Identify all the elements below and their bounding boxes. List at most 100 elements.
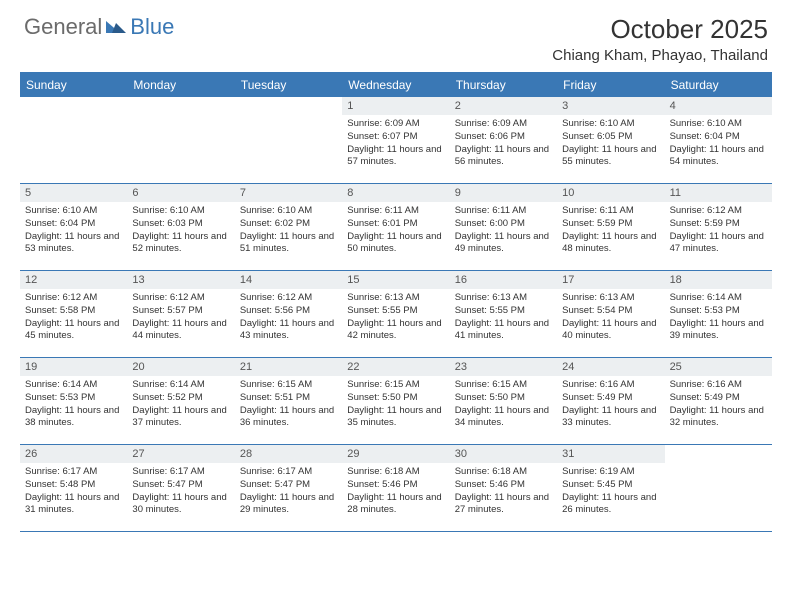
cell-body: Sunrise: 6:10 AMSunset: 6:05 PMDaylight:… (557, 115, 664, 173)
day-header-wednesday: Wednesday (342, 74, 449, 97)
calendar-cell: 27Sunrise: 6:17 AMSunset: 5:47 PMDayligh… (127, 445, 234, 531)
day-header-sunday: Sunday (20, 74, 127, 97)
sunrise-text: Sunrise: 6:17 AM (25, 466, 122, 479)
cell-body: Sunrise: 6:14 AMSunset: 5:52 PMDaylight:… (127, 376, 234, 434)
cell-date: 13 (127, 271, 234, 289)
calendar-cell: 23Sunrise: 6:15 AMSunset: 5:50 PMDayligh… (450, 358, 557, 444)
calendar-cell: 28Sunrise: 6:17 AMSunset: 5:47 PMDayligh… (235, 445, 342, 531)
calendar-cell: 12Sunrise: 6:12 AMSunset: 5:58 PMDayligh… (20, 271, 127, 357)
daylight-text: Daylight: 11 hours and 36 minutes. (240, 405, 337, 431)
cell-date: 16 (450, 271, 557, 289)
sunset-text: Sunset: 5:53 PM (25, 392, 122, 405)
sunrise-text: Sunrise: 6:10 AM (562, 118, 659, 131)
calendar-cell: 4Sunrise: 6:10 AMSunset: 6:04 PMDaylight… (665, 97, 772, 183)
cell-body: Sunrise: 6:19 AMSunset: 5:45 PMDaylight:… (557, 463, 664, 521)
cell-date: 12 (20, 271, 127, 289)
calendar-cell: 10Sunrise: 6:11 AMSunset: 5:59 PMDayligh… (557, 184, 664, 270)
logo-text-blue: Blue (130, 14, 174, 40)
cell-date: 27 (127, 445, 234, 463)
cell-date: 5 (20, 184, 127, 202)
calendar-cell: 25Sunrise: 6:16 AMSunset: 5:49 PMDayligh… (665, 358, 772, 444)
day-header-friday: Friday (557, 74, 664, 97)
cell-date: 25 (665, 358, 772, 376)
sunrise-text: Sunrise: 6:12 AM (132, 292, 229, 305)
calendar-cell: 24Sunrise: 6:16 AMSunset: 5:49 PMDayligh… (557, 358, 664, 444)
cell-date: 8 (342, 184, 449, 202)
sunrise-text: Sunrise: 6:11 AM (562, 205, 659, 218)
cell-date: 18 (665, 271, 772, 289)
cell-body: Sunrise: 6:09 AMSunset: 6:07 PMDaylight:… (342, 115, 449, 173)
cell-date: 30 (450, 445, 557, 463)
calendar-cell: 19Sunrise: 6:14 AMSunset: 5:53 PMDayligh… (20, 358, 127, 444)
calendar-cell: 2Sunrise: 6:09 AMSunset: 6:06 PMDaylight… (450, 97, 557, 183)
sunset-text: Sunset: 5:52 PM (132, 392, 229, 405)
sunrise-text: Sunrise: 6:14 AM (132, 379, 229, 392)
calendar-cell: 18Sunrise: 6:14 AMSunset: 5:53 PMDayligh… (665, 271, 772, 357)
cell-body: Sunrise: 6:12 AMSunset: 5:58 PMDaylight:… (20, 289, 127, 347)
daylight-text: Daylight: 11 hours and 55 minutes. (562, 144, 659, 170)
cell-body: Sunrise: 6:13 AMSunset: 5:55 PMDaylight:… (450, 289, 557, 347)
daylight-text: Daylight: 11 hours and 45 minutes. (25, 318, 122, 344)
calendar-cell (127, 97, 234, 183)
weeks-container: 1Sunrise: 6:09 AMSunset: 6:07 PMDaylight… (20, 97, 772, 532)
sunrise-text: Sunrise: 6:14 AM (25, 379, 122, 392)
sunrise-text: Sunrise: 6:16 AM (670, 379, 767, 392)
cell-date: 28 (235, 445, 342, 463)
sunset-text: Sunset: 5:57 PM (132, 305, 229, 318)
daylight-text: Daylight: 11 hours and 41 minutes. (455, 318, 552, 344)
sunset-text: Sunset: 5:50 PM (455, 392, 552, 405)
sunrise-text: Sunrise: 6:09 AM (347, 118, 444, 131)
cell-date: 6 (127, 184, 234, 202)
day-header-saturday: Saturday (665, 74, 772, 97)
day-header-row: Sunday Monday Tuesday Wednesday Thursday… (20, 74, 772, 97)
sunrise-text: Sunrise: 6:10 AM (240, 205, 337, 218)
sunset-text: Sunset: 5:54 PM (562, 305, 659, 318)
sunrise-text: Sunrise: 6:13 AM (455, 292, 552, 305)
calendar-cell: 15Sunrise: 6:13 AMSunset: 5:55 PMDayligh… (342, 271, 449, 357)
calendar-cell: 8Sunrise: 6:11 AMSunset: 6:01 PMDaylight… (342, 184, 449, 270)
cell-body: Sunrise: 6:17 AMSunset: 5:48 PMDaylight:… (20, 463, 127, 521)
week-row: 12Sunrise: 6:12 AMSunset: 5:58 PMDayligh… (20, 271, 772, 358)
cell-body: Sunrise: 6:15 AMSunset: 5:51 PMDaylight:… (235, 376, 342, 434)
week-row: 26Sunrise: 6:17 AMSunset: 5:48 PMDayligh… (20, 445, 772, 532)
cell-date: 23 (450, 358, 557, 376)
sunrise-text: Sunrise: 6:10 AM (670, 118, 767, 131)
sunset-text: Sunset: 6:05 PM (562, 131, 659, 144)
cell-date: 19 (20, 358, 127, 376)
sunset-text: Sunset: 5:47 PM (132, 479, 229, 492)
cell-date: 29 (342, 445, 449, 463)
daylight-text: Daylight: 11 hours and 27 minutes. (455, 492, 552, 518)
cell-date: 20 (127, 358, 234, 376)
sunrise-text: Sunrise: 6:12 AM (240, 292, 337, 305)
calendar-cell: 30Sunrise: 6:18 AMSunset: 5:46 PMDayligh… (450, 445, 557, 531)
daylight-text: Daylight: 11 hours and 39 minutes. (670, 318, 767, 344)
daylight-text: Daylight: 11 hours and 35 minutes. (347, 405, 444, 431)
cell-date: 21 (235, 358, 342, 376)
sunrise-text: Sunrise: 6:12 AM (25, 292, 122, 305)
sunrise-text: Sunrise: 6:15 AM (240, 379, 337, 392)
cell-date: 22 (342, 358, 449, 376)
daylight-text: Daylight: 11 hours and 53 minutes. (25, 231, 122, 257)
sunrise-text: Sunrise: 6:11 AM (347, 205, 444, 218)
cell-body: Sunrise: 6:10 AMSunset: 6:03 PMDaylight:… (127, 202, 234, 260)
daylight-text: Daylight: 11 hours and 29 minutes. (240, 492, 337, 518)
sunrise-text: Sunrise: 6:09 AM (455, 118, 552, 131)
sunset-text: Sunset: 5:50 PM (347, 392, 444, 405)
cell-body: Sunrise: 6:11 AMSunset: 5:59 PMDaylight:… (557, 202, 664, 260)
daylight-text: Daylight: 11 hours and 54 minutes. (670, 144, 767, 170)
sunset-text: Sunset: 6:01 PM (347, 218, 444, 231)
sunrise-text: Sunrise: 6:18 AM (347, 466, 444, 479)
calendar: Sunday Monday Tuesday Wednesday Thursday… (20, 72, 772, 532)
calendar-cell: 5Sunrise: 6:10 AMSunset: 6:04 PMDaylight… (20, 184, 127, 270)
daylight-text: Daylight: 11 hours and 31 minutes. (25, 492, 122, 518)
daylight-text: Daylight: 11 hours and 42 minutes. (347, 318, 444, 344)
sunrise-text: Sunrise: 6:17 AM (240, 466, 337, 479)
sunrise-text: Sunrise: 6:13 AM (562, 292, 659, 305)
cell-date: 3 (557, 97, 664, 115)
sunset-text: Sunset: 6:06 PM (455, 131, 552, 144)
week-row: 5Sunrise: 6:10 AMSunset: 6:04 PMDaylight… (20, 184, 772, 271)
sunrise-text: Sunrise: 6:15 AM (455, 379, 552, 392)
cell-body: Sunrise: 6:11 AMSunset: 6:00 PMDaylight:… (450, 202, 557, 260)
daylight-text: Daylight: 11 hours and 44 minutes. (132, 318, 229, 344)
daylight-text: Daylight: 11 hours and 49 minutes. (455, 231, 552, 257)
